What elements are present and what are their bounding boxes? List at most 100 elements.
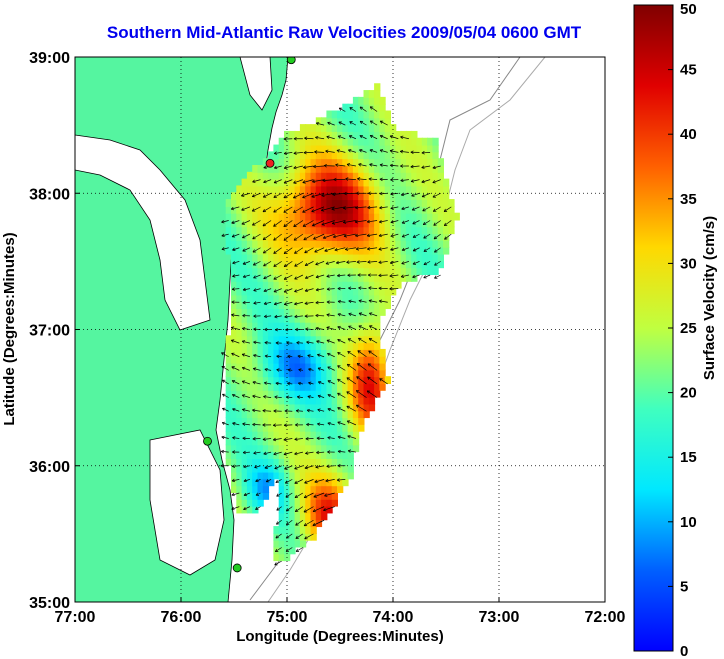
velocity-cell (231, 321, 238, 330)
velocity-cell (278, 410, 285, 419)
current-vector-head (276, 521, 278, 525)
velocity-cell (432, 199, 439, 207)
current-vector-head (336, 150, 340, 153)
current-vector-head (284, 314, 288, 318)
current-vector-head (283, 151, 287, 154)
current-vector (410, 179, 420, 182)
current-vector-head (313, 164, 317, 167)
velocity-cell (331, 451, 338, 459)
current-vector-head (346, 391, 349, 395)
current-vector-head (242, 326, 246, 329)
current-vector-head (367, 248, 371, 251)
velocity-cell (326, 294, 333, 303)
velocity-cell (331, 158, 338, 166)
velocity-cell (241, 478, 248, 487)
current-vector (326, 465, 335, 467)
velocity-cell (273, 260, 280, 269)
velocity-cell (284, 287, 291, 296)
velocity-cell (305, 417, 312, 425)
velocity-cell (236, 205, 243, 214)
velocity-cell (331, 314, 338, 323)
current-vector-head (379, 177, 383, 180)
current-vector-head (337, 135, 341, 139)
colorbar-tick-label: 15 (680, 449, 697, 466)
current-vector-head (355, 390, 358, 394)
current-vector-head (304, 137, 308, 141)
velocity-cell (236, 335, 243, 344)
current-vector (231, 314, 240, 317)
velocity-cell (347, 158, 354, 166)
current-vector (337, 352, 346, 358)
velocity-cell (342, 376, 349, 384)
velocity-cell (368, 287, 376, 296)
current-vector (337, 135, 346, 140)
velocity-cell (443, 226, 450, 235)
current-vector (369, 164, 378, 167)
current-vector (252, 179, 261, 183)
velocity-cell (342, 103, 349, 112)
velocity-cell (390, 239, 397, 248)
velocity-cell (326, 471, 333, 480)
current-vector-head (343, 191, 347, 194)
current-vector-head (379, 149, 384, 151)
current-vector-head (326, 136, 330, 139)
velocity-cell (411, 130, 418, 139)
velocity-cell (432, 158, 439, 166)
velocity-cell (390, 151, 397, 160)
velocity-cell (262, 308, 270, 316)
velocity-cell (342, 246, 349, 255)
velocity-cell (299, 539, 307, 548)
current-vector-head (367, 261, 371, 264)
velocity-cell (305, 165, 312, 173)
current-vector-head (262, 250, 265, 254)
velocity-cell (352, 362, 360, 371)
current-vector-head (312, 179, 315, 183)
velocity-cell (315, 233, 323, 241)
current-vector (263, 179, 272, 183)
current-vector (345, 178, 356, 180)
velocity-cell (246, 485, 254, 493)
current-vector (241, 206, 251, 211)
velocity-cell (273, 376, 280, 384)
velocity-cell (368, 137, 376, 146)
current-vector-head (337, 379, 340, 383)
velocity-cell (299, 355, 307, 364)
current-vector-head (390, 247, 393, 251)
current-vector-head (317, 423, 320, 426)
velocity-cell (326, 478, 333, 487)
current-vector-head (305, 451, 308, 454)
current-vector (321, 220, 335, 226)
current-vector (274, 301, 282, 305)
colorbar-tick-label: 30 (680, 255, 697, 272)
current-vector (232, 274, 240, 277)
velocity-cell (437, 158, 444, 166)
current-vector-head (367, 247, 370, 250)
velocity-cell (358, 144, 365, 153)
velocity-cell (416, 192, 423, 201)
velocity-cell (246, 219, 254, 228)
current-vector-head (327, 408, 331, 412)
velocity-cell (315, 171, 323, 180)
current-vector-head (411, 193, 414, 197)
current-vector-head (304, 262, 308, 266)
velocity-cell (432, 212, 439, 221)
current-vector-head (295, 410, 299, 413)
velocity-cell (241, 423, 248, 432)
velocity-cell (368, 158, 376, 166)
velocity-cell (321, 253, 328, 262)
current-vector (327, 394, 335, 398)
velocity-cell (278, 280, 285, 289)
velocity-cell (321, 144, 328, 153)
velocity-cell (342, 260, 349, 269)
current-vector (359, 120, 367, 126)
radar-site-marker (265, 158, 275, 168)
velocity-cell (231, 437, 238, 446)
velocity-cell (337, 478, 344, 487)
velocity-cell (352, 314, 360, 323)
current-vector-head (379, 120, 383, 124)
current-vector (253, 368, 261, 371)
current-vector-head (410, 164, 414, 168)
velocity-cell (310, 437, 317, 446)
velocity-cell (262, 396, 270, 405)
